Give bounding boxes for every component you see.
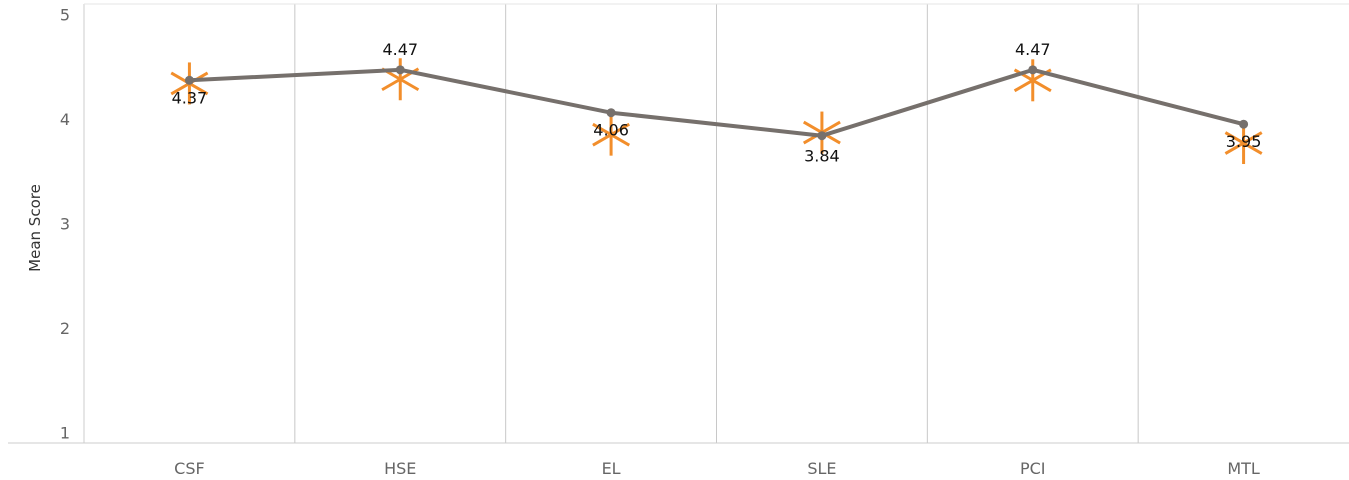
y-tick-label: 5 [60, 5, 70, 24]
x-tick-label: SLE [807, 459, 836, 478]
axes [8, 3, 1349, 444]
x-tick-label: PCI [1020, 459, 1046, 478]
y-tick-label: 4 [60, 110, 70, 129]
asterisk-mark [1224, 122, 1263, 165]
y-tick-label: 3 [60, 215, 70, 234]
data-label: 4.47 [382, 40, 418, 59]
x-tick-labels: CSF HSE EL SLE PCI MTL [174, 459, 1260, 478]
x-tick-label: MTL [1227, 459, 1260, 478]
data-point [1239, 119, 1249, 129]
asterisk-mark [592, 113, 631, 156]
data-label: 3.84 [804, 147, 840, 166]
data-point [606, 108, 616, 118]
grid-lines [294, 4, 1139, 443]
y-tick-label: 1 [60, 424, 70, 443]
y-tick-label: 2 [60, 319, 70, 338]
line-series [184, 65, 1249, 141]
x-tick-label: CSF [174, 459, 205, 478]
asterisk-mark [381, 58, 420, 101]
x-tick-label: HSE [384, 459, 416, 478]
series-line [189, 67, 1245, 138]
data-point [817, 131, 827, 141]
data-label: 3.95 [1226, 132, 1262, 151]
data-label: 4.06 [593, 121, 629, 140]
data-labels: 4.37 4.47 4.06 3.84 4.47 3.95 [172, 40, 1262, 166]
y-axis-label: Mean Score [26, 184, 44, 272]
data-point [395, 65, 405, 75]
data-point [184, 75, 194, 85]
y-tick-labels: 1 2 3 4 5 [60, 5, 70, 442]
data-point [1028, 65, 1038, 75]
data-label: 4.47 [1015, 40, 1051, 59]
data-label: 4.37 [172, 88, 208, 107]
x-tick-label: EL [602, 459, 621, 478]
